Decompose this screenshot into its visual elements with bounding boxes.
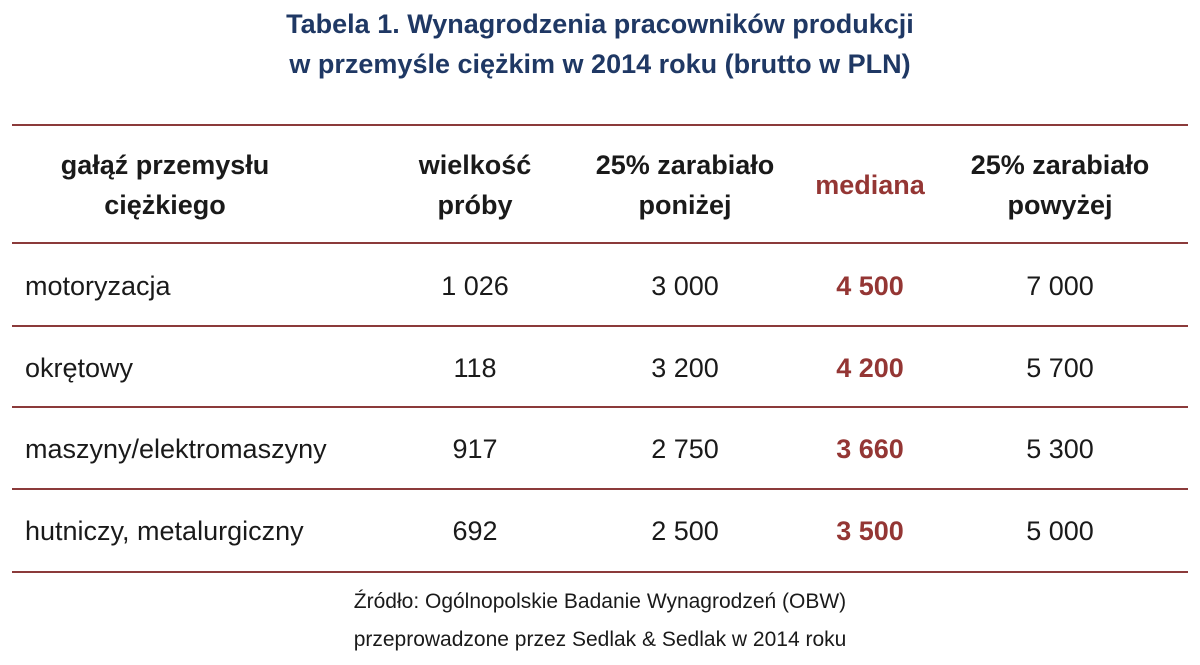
table-title-line-1: Tabela 1. Wynagrodzenia pracowników prod… bbox=[286, 9, 914, 39]
row-lower-quartile: 3 200 bbox=[651, 353, 719, 383]
row-upper-quartile: 5 000 bbox=[1026, 516, 1094, 546]
row-rule bbox=[12, 325, 1188, 327]
row-median: 3 660 bbox=[836, 434, 904, 464]
row-sample: 917 bbox=[452, 434, 498, 464]
row-branch: maszyny/elektromaszyny bbox=[25, 434, 327, 464]
header-branch-line-1: gałąź przemysłu bbox=[60, 150, 270, 180]
header-lower-quartile-line-1: 25% zarabiało bbox=[595, 150, 775, 180]
header-branch-line-2: ciężkiego bbox=[104, 190, 226, 220]
header-sample-size-line-1: wielkość bbox=[418, 150, 532, 180]
row-lower-quartile: 2 750 bbox=[651, 434, 719, 464]
table-title: Tabela 1. Wynagrodzenia pracowników prod… bbox=[0, 4, 1200, 84]
row-rule bbox=[12, 406, 1188, 408]
row-median: 4 500 bbox=[836, 271, 904, 301]
row-lower-quartile: 2 500 bbox=[651, 516, 719, 546]
row-upper-quartile: 5 300 bbox=[1026, 434, 1094, 464]
header-upper-quartile: 25% zarabiało powyżej bbox=[940, 145, 1180, 225]
row-median: 4 200 bbox=[836, 353, 904, 383]
row-branch: okrętowy bbox=[25, 353, 134, 383]
table-top-rule bbox=[12, 124, 1188, 126]
row-median: 3 500 bbox=[836, 516, 904, 546]
source-note-line-2: przeprowadzone przez Sedlak & Sedlak w 2… bbox=[353, 628, 847, 651]
row-rule bbox=[12, 488, 1188, 490]
row-branch: motoryzacja bbox=[25, 271, 171, 301]
row-sample: 692 bbox=[452, 516, 498, 546]
row-sample: 1 026 bbox=[441, 271, 509, 301]
row-lower-quartile: 3 000 bbox=[651, 271, 719, 301]
header-median-label: mediana bbox=[815, 170, 925, 200]
row-branch: hutniczy, metalurgiczny bbox=[25, 516, 304, 546]
header-lower-quartile: 25% zarabiało poniżej bbox=[565, 145, 805, 225]
table-bottom-rule bbox=[12, 571, 1188, 573]
header-sample-size: wielkość próby bbox=[395, 145, 555, 225]
header-sample-size-line-2: próby bbox=[437, 190, 513, 220]
source-note-line-1: Źródło: Ogólnopolskie Badanie Wynagrodze… bbox=[353, 590, 847, 613]
header-lower-quartile-line-2: poniżej bbox=[638, 190, 732, 220]
row-sample: 118 bbox=[453, 353, 497, 383]
header-median: mediana bbox=[790, 165, 950, 205]
row-upper-quartile: 5 700 bbox=[1026, 353, 1094, 383]
header-upper-quartile-line-1: 25% zarabiało bbox=[970, 150, 1150, 180]
table-title-line-2: w przemyśle ciężkim w 2014 roku (brutto … bbox=[289, 49, 911, 79]
header-upper-quartile-line-2: powyżej bbox=[1007, 190, 1113, 220]
row-upper-quartile: 7 000 bbox=[1026, 271, 1094, 301]
header-rule bbox=[12, 242, 1188, 244]
header-branch: gałąź przemysłu ciężkiego bbox=[40, 145, 290, 225]
